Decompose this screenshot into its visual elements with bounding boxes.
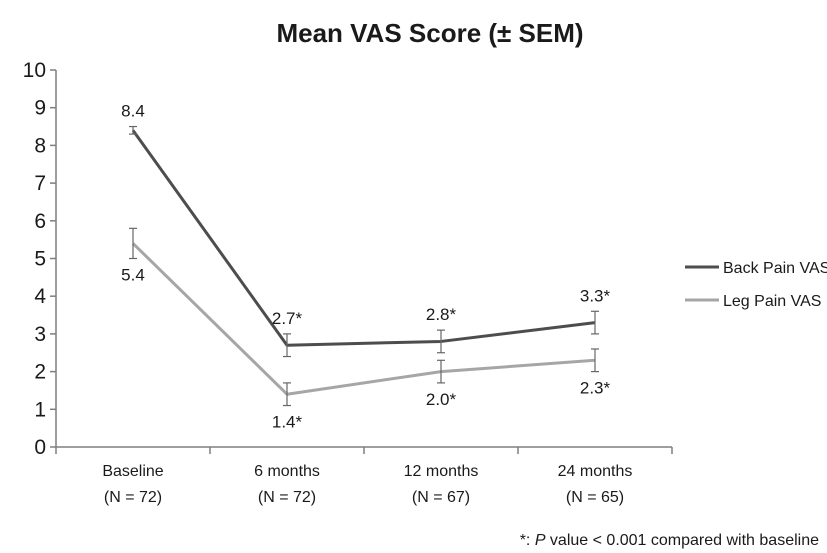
y-tick-label: 2	[34, 361, 46, 384]
data-label: 8.4	[121, 102, 145, 121]
y-tick-label: 7	[34, 172, 46, 195]
data-label: 2.0*	[426, 390, 457, 409]
footnote: *: P value < 0.001 compared with baselin…	[520, 532, 819, 549]
series-back-pain-vas	[129, 125, 599, 358]
data-label: 2.3*	[580, 379, 611, 398]
x-tick-sublabel: (N = 67)	[412, 489, 470, 506]
y-tick-label: 0	[34, 436, 46, 459]
x-tick-label: 6 months	[254, 463, 320, 480]
x-tick-sublabel: (N = 72)	[104, 489, 162, 506]
data-labels: 8.4 2.7* 2.8* 3.3* 5.4 1.4* 2.0* 2.3*	[121, 102, 610, 432]
y-tick-label: 6	[34, 210, 46, 233]
data-label: 2.7*	[272, 309, 303, 328]
series	[129, 125, 599, 407]
axes: 0 1 2 3 4 5 6 7 8 9 10 Baseline (N = 72) 6 months (N =…	[23, 59, 673, 506]
data-label: 5.4	[121, 266, 145, 285]
data-label: 2.8*	[426, 305, 457, 324]
series-line	[131, 242, 596, 396]
y-tick-label: 1	[34, 398, 46, 421]
y-tick-label: 8	[34, 134, 46, 157]
chart-title: Mean VAS Score (± SEM)	[276, 18, 583, 48]
y-tick-label: 5	[34, 248, 46, 271]
x-tick-label: 24 months	[558, 463, 633, 480]
y-tick-label: 3	[34, 323, 46, 346]
y-tick-label: 10	[23, 59, 46, 82]
x-tick-label: Baseline	[102, 463, 163, 480]
y-tick-label: 4	[34, 285, 46, 308]
legend-label: Back Pain VAS	[723, 260, 827, 277]
series-line	[131, 129, 596, 347]
x-tick-label: 12 months	[404, 463, 479, 480]
series-leg-pain-vas	[129, 227, 599, 407]
x-tick-sublabel: (N = 72)	[258, 489, 316, 506]
data-label: 3.3*	[580, 286, 611, 305]
legend-label: Leg Pain VAS	[723, 293, 821, 310]
x-tick-sublabel: (N = 65)	[566, 489, 624, 506]
legend: Back Pain VAS Leg Pain VAS	[685, 260, 827, 310]
data-label: 1.4*	[272, 413, 303, 432]
y-tick-label: 9	[34, 97, 46, 120]
